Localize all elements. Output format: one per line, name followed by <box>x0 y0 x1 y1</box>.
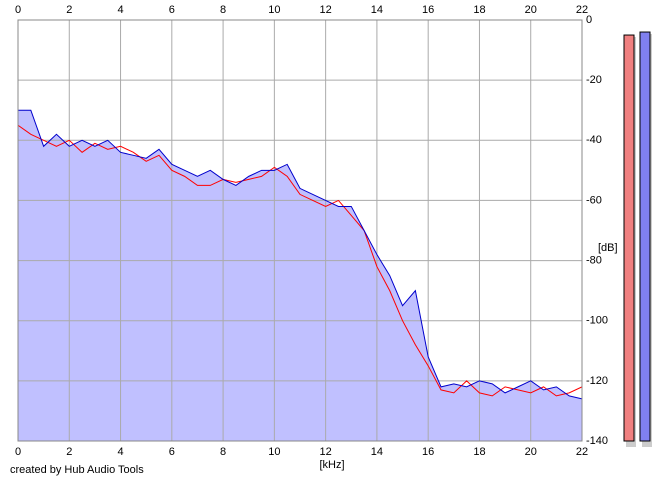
x-tick-label: 12 <box>320 4 332 16</box>
x-tick-label: 12 <box>320 446 332 458</box>
x-tick-label: 14 <box>371 446 383 458</box>
y-tick-label: -140 <box>586 435 608 447</box>
x-tick-label: 16 <box>422 446 434 458</box>
y-tick-label: -80 <box>586 254 602 266</box>
series-line <box>18 109 583 400</box>
x-tick-label: 20 <box>525 4 537 16</box>
area <box>18 110 582 441</box>
x-tick-label: 22 <box>576 446 588 458</box>
x-tick-label: 4 <box>117 4 123 16</box>
x-tick-label: 0 <box>15 4 21 16</box>
x-tick-label: 8 <box>220 4 226 16</box>
y-tick-label: 0 <box>586 14 592 26</box>
x-tick-label: 10 <box>268 4 280 16</box>
y-tick-label: -60 <box>586 194 602 206</box>
x-tick-label: 16 <box>422 4 434 16</box>
x-axis-label: [kHz] <box>319 459 344 471</box>
y-tick-label: -40 <box>586 134 602 146</box>
x-tick-label: 2 <box>66 446 72 458</box>
x-tick-label: 22 <box>576 4 588 16</box>
y-tick-label: -120 <box>586 375 608 387</box>
x-tick-label: 18 <box>473 446 485 458</box>
y-tick-label: -100 <box>586 315 608 327</box>
x-tick-label: 20 <box>525 446 537 458</box>
x-tick-label: 2 <box>66 4 72 16</box>
x-tick-label: 14 <box>371 4 383 16</box>
level-meter <box>639 31 651 442</box>
series-line <box>17 124 583 397</box>
x-tick-label: 8 <box>220 446 226 458</box>
x-tick-label: 6 <box>169 446 175 458</box>
plot-border <box>17 19 583 442</box>
y-tick-label: -20 <box>586 74 602 86</box>
credit: created by Hub Audio Tools <box>10 464 144 476</box>
level-meter <box>623 34 635 442</box>
x-tick-label: 0 <box>15 446 21 458</box>
x-tick-label: 6 <box>169 4 175 16</box>
y-axis-label: [dB] <box>598 242 618 254</box>
x-tick-label: 4 <box>117 446 123 458</box>
x-tick-label: 18 <box>473 4 485 16</box>
x-tick-label: 10 <box>268 446 280 458</box>
